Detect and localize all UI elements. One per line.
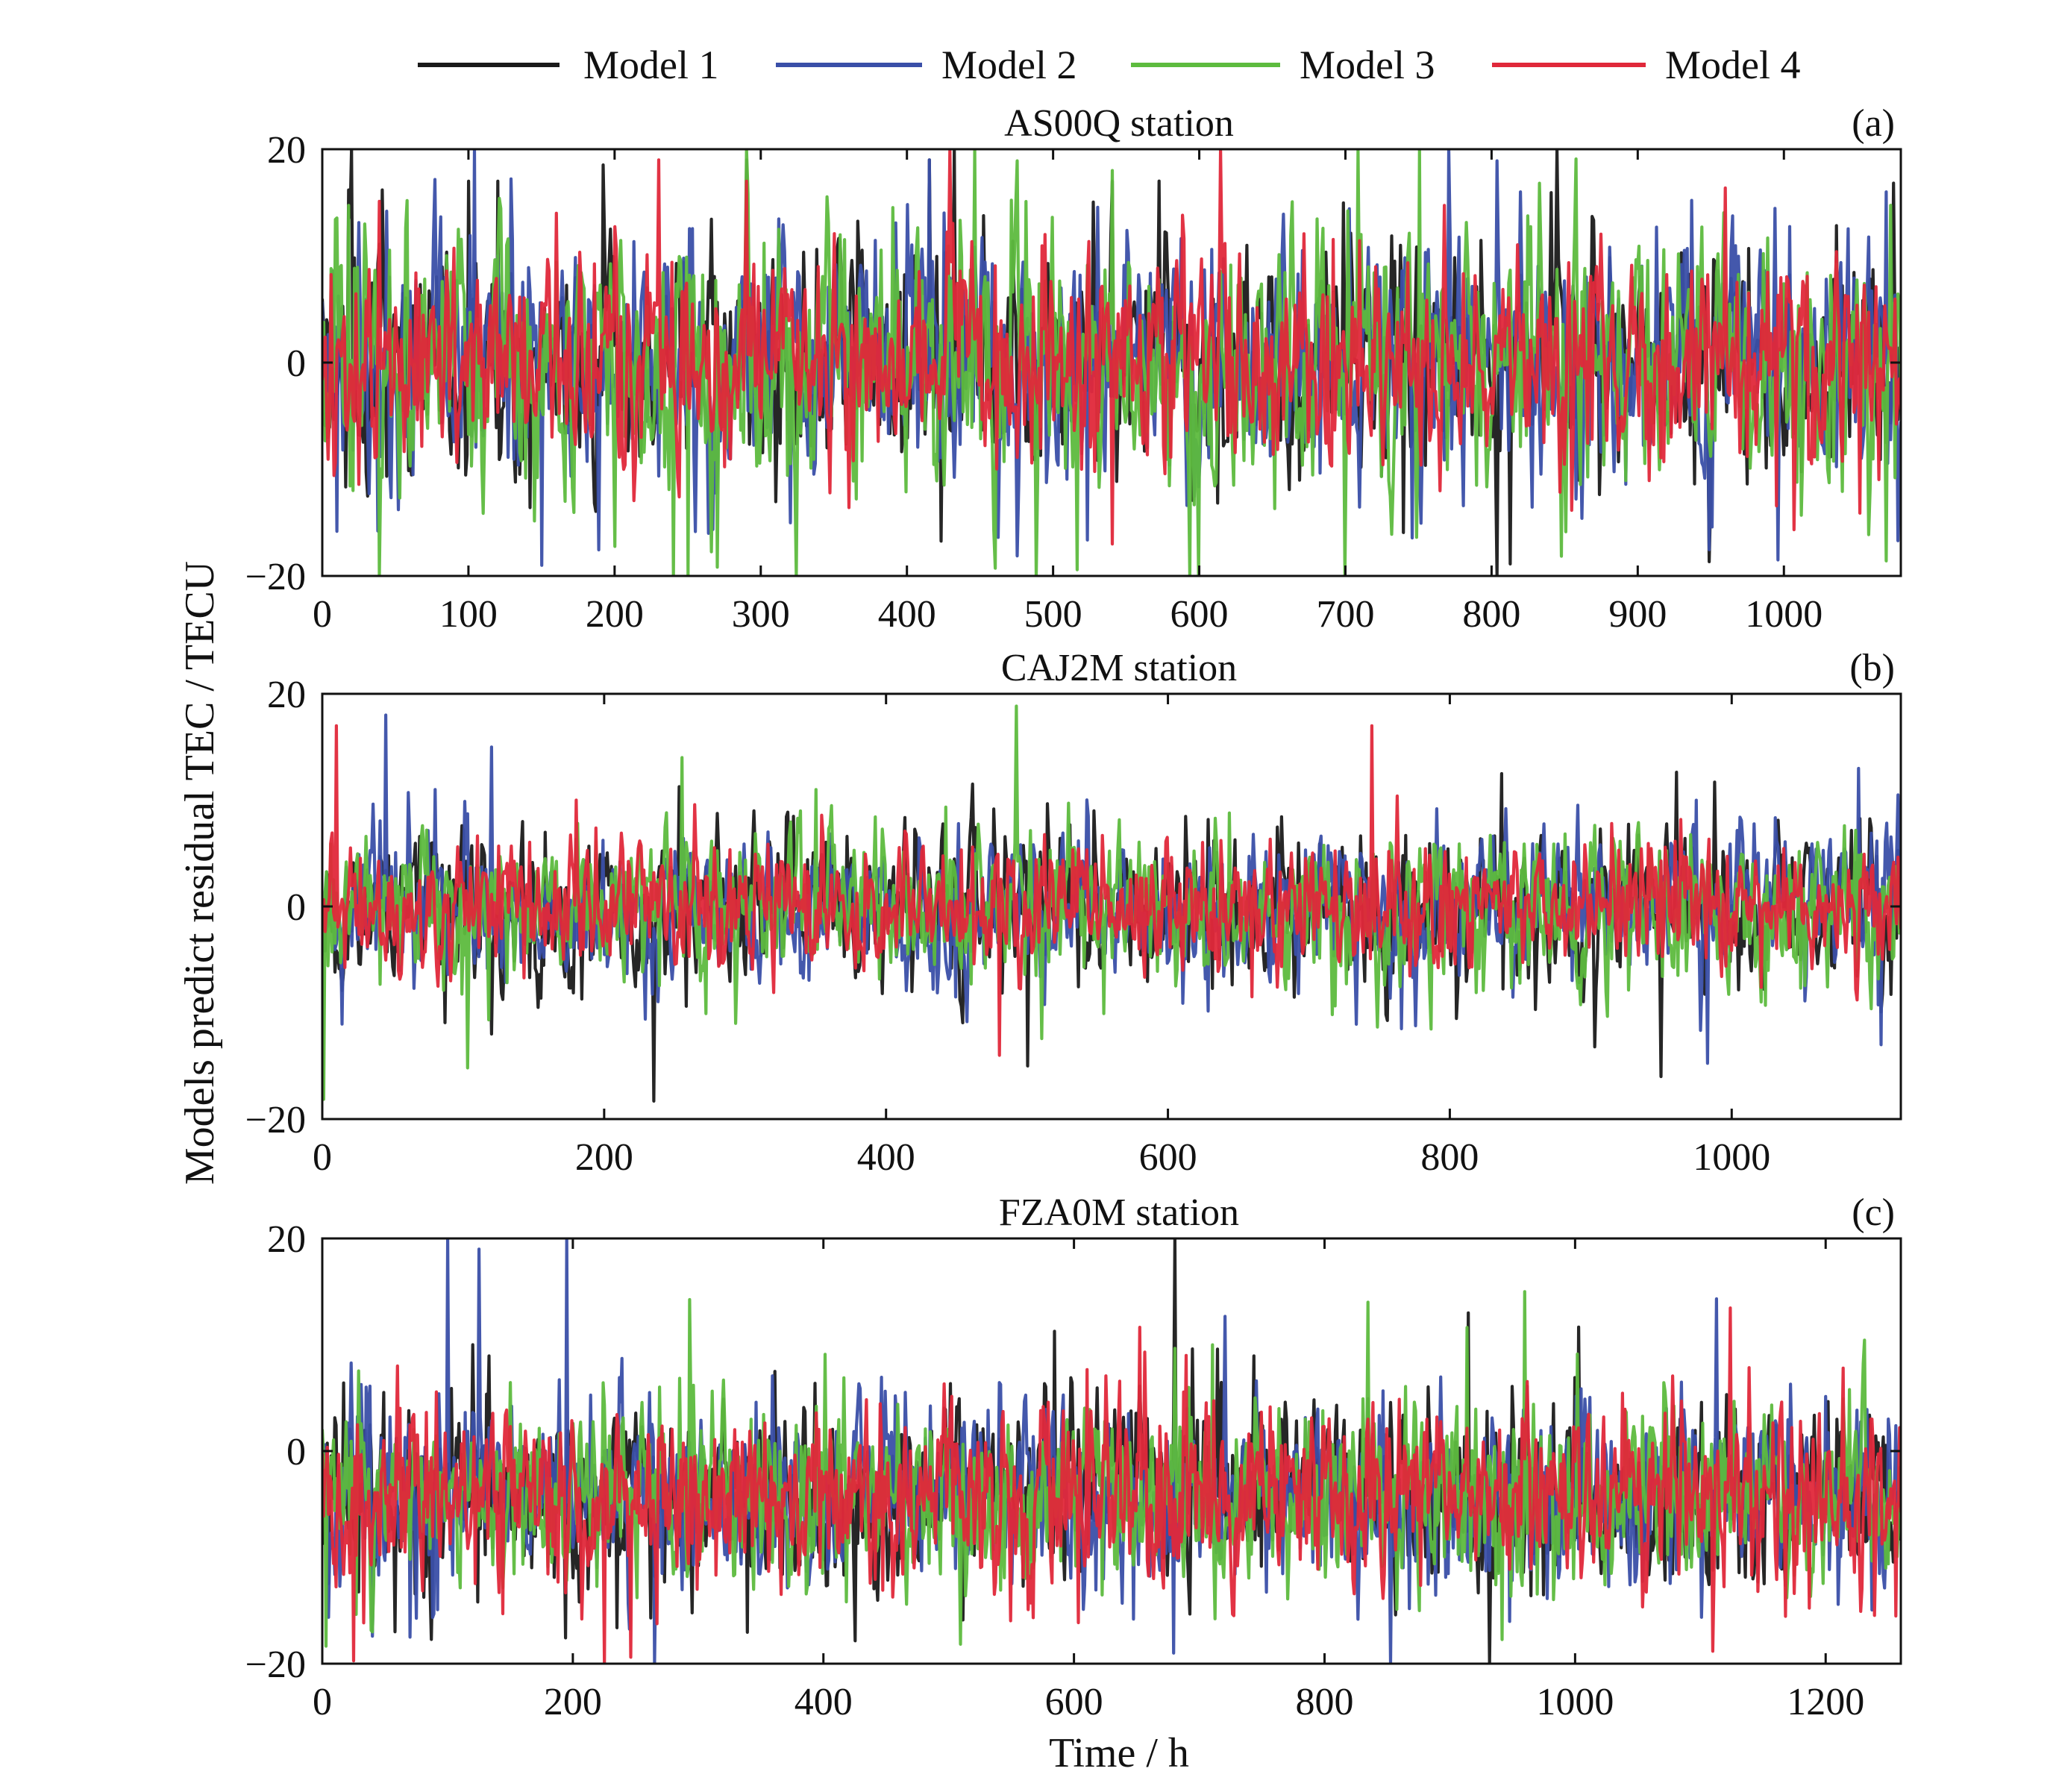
series-line-model-3 [322,149,1901,576]
legend-swatch-model-4 [1492,63,1646,67]
y-tick-label: −20 [245,1099,306,1141]
legend-swatch-model-1 [418,63,560,67]
series-group [322,1238,1901,1664]
x-tick-label: 800 [1462,593,1520,636]
x-tick-label: 300 [732,593,790,636]
x-tick-label: 900 [1608,593,1667,636]
legend-label-model-2: Model 2 [941,43,1077,87]
legend-label-model-1: Model 1 [583,43,719,87]
panel-title: AS00Q station [1004,102,1234,145]
y-tick-label: 0 [286,886,306,929]
panel-label: (a) [1852,102,1895,145]
y-tick-label: 0 [286,342,306,385]
x-tick-label: 100 [439,593,498,636]
x-tick-label: 400 [857,1136,915,1179]
panel-a: 0 100 200 300 400 500 600 700 800 900 1000−20020AS… [245,102,1902,636]
x-tick-label: 1000 [1693,1136,1770,1179]
x-tick-label: 0 [313,1681,332,1723]
x-tick-label: 600 [1139,1136,1197,1179]
panel-label: (b) [1849,647,1895,689]
series-group [322,149,1901,576]
series-line-model-4 [322,149,1901,546]
x-tick-label: 200 [586,593,644,636]
series-line-model-4 [322,724,1901,1057]
x-tick-label: 800 [1295,1681,1353,1723]
x-axis-label: Time / h [1049,1730,1189,1776]
y-tick-label: 20 [267,129,306,172]
y-tick-label: −20 [245,556,306,598]
x-tick-label: 400 [794,1681,853,1723]
panel-label: (c) [1852,1191,1895,1234]
x-tick-label: 0 [313,1136,332,1179]
legend: Model 1 Model 2 Model 3 Model 4 [0,31,2056,98]
x-tick-label: 0 [313,593,332,636]
x-tick-label: 1000 [1536,1681,1614,1723]
x-tick-label: 700 [1316,593,1374,636]
x-tick-label: 400 [878,593,936,636]
legend-label-model-4: Model 4 [1665,43,1801,87]
series-line-model-4 [322,1306,1901,1664]
x-tick-label: 1000 [1745,593,1822,636]
y-axis-label: Models predict residual TEC / TECU [177,560,223,1185]
x-tick-label: 200 [544,1681,602,1723]
y-tick-label: 20 [267,1218,306,1261]
x-tick-label: 1200 [1787,1681,1864,1723]
panel-title: CAJ2M station [1001,647,1237,689]
legend-swatch-model-2 [776,63,922,67]
panel-title: FZA0M station [999,1191,1239,1234]
legend-label-model-3: Model 3 [1300,43,1435,87]
x-tick-label: 600 [1045,1681,1103,1723]
y-tick-label: 20 [267,674,306,716]
x-tick-label: 200 [575,1136,633,1179]
series-line-model-3 [322,1290,1901,1648]
y-tick-label: 0 [286,1431,306,1473]
y-tick-label: −20 [245,1644,306,1686]
x-tick-label: 600 [1170,593,1229,636]
legend-swatch-model-3 [1131,63,1280,67]
series-group [322,704,1901,1103]
x-tick-label: 500 [1024,593,1082,636]
x-tick-label: 800 [1420,1136,1479,1179]
